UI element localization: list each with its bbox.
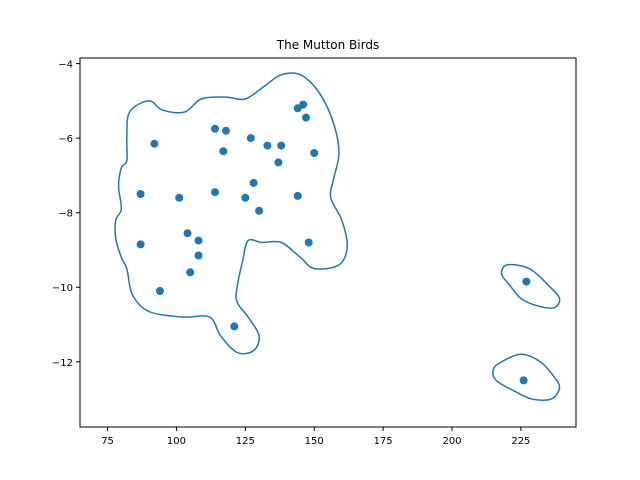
data-point: [522, 277, 531, 286]
x-tick-label: 125: [236, 436, 255, 447]
data-point: [241, 193, 250, 202]
plot-frame: [79, 57, 577, 428]
data-point: [310, 149, 319, 157]
density-contour-2: [500, 263, 561, 309]
data-point: [304, 238, 313, 247]
data-point: [194, 236, 203, 245]
data-point: [211, 124, 219, 133]
y-tick-label: −12: [52, 358, 73, 369]
data-point: [175, 193, 184, 202]
x-tick-label: 150: [305, 436, 324, 447]
data-point: [219, 147, 228, 156]
data-point: [136, 240, 145, 249]
data-point: [302, 113, 310, 122]
data-point: [299, 100, 308, 109]
x-tick-label: 75: [101, 436, 114, 447]
density-contour-3: [492, 353, 561, 401]
x-tick-label: 100: [167, 436, 186, 447]
data-point: [136, 190, 145, 198]
data-point: [230, 322, 239, 331]
data-point: [222, 126, 230, 135]
data-point: [155, 287, 164, 295]
y-tick-label: −6: [58, 134, 73, 145]
data-point: [277, 141, 286, 150]
y-tick-label: −4: [58, 60, 73, 71]
contour-layer: [114, 72, 561, 401]
chart-title: The Mutton Birds: [276, 38, 379, 52]
data-point: [150, 139, 159, 148]
data-point: [255, 206, 264, 215]
y-tick-label: −10: [52, 283, 73, 294]
x-tick-label: 175: [374, 436, 393, 447]
data-point: [183, 229, 192, 238]
data-point: [186, 268, 195, 277]
data-point: [246, 134, 255, 143]
data-point: [519, 376, 528, 385]
data-point: [293, 191, 302, 200]
data-point: [211, 188, 219, 197]
density-contour-1: [114, 72, 349, 355]
data-point: [194, 251, 203, 260]
data-point: [274, 158, 283, 167]
axes: 75 100 125 150 175 200 225 −12 −10 −8 −6 −4: [52, 57, 577, 447]
y-tick-label: −8: [58, 209, 73, 220]
data-point: [249, 178, 258, 187]
data-point: [263, 141, 272, 150]
x-tick-label: 225: [511, 436, 530, 447]
x-tick-label: 200: [442, 436, 461, 447]
points-layer: [136, 100, 531, 385]
